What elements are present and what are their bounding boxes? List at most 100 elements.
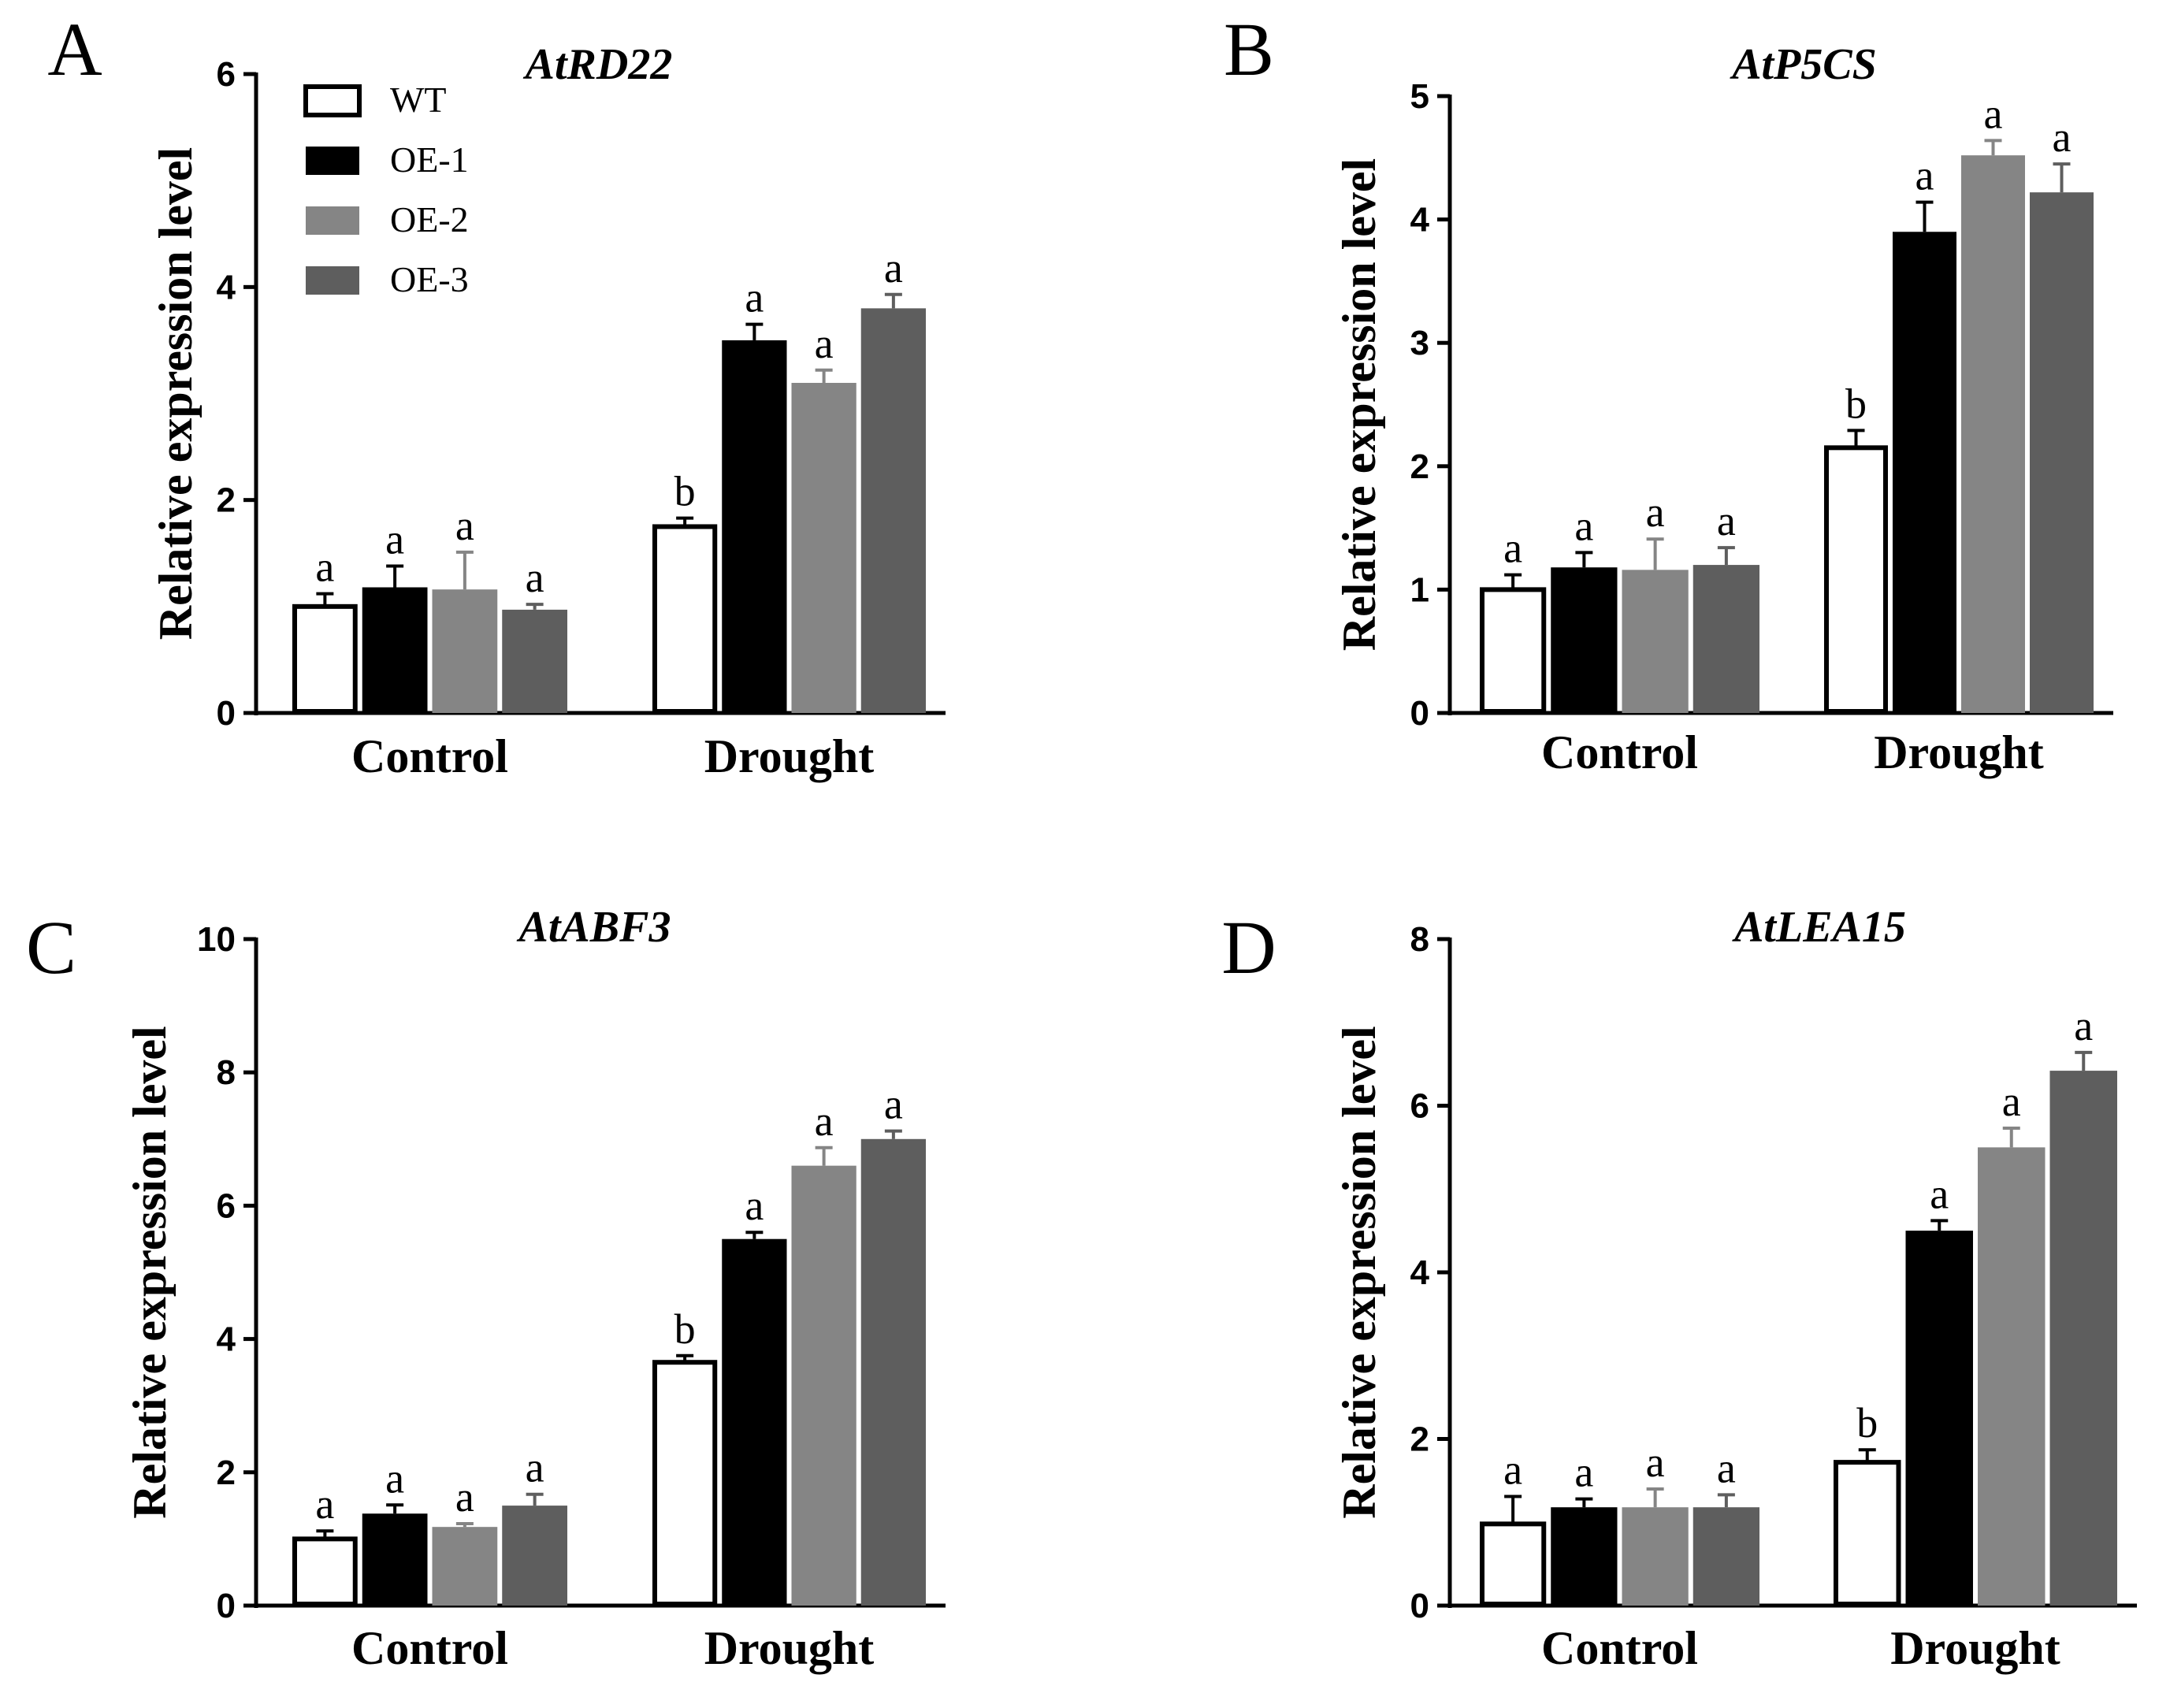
significance-letter: a	[1717, 1444, 1736, 1491]
legend-label: OE-3	[390, 259, 469, 299]
bar-oe-1-drought	[1893, 232, 1956, 713]
x-category-label: Drought	[1890, 1622, 2060, 1674]
legend-swatch	[306, 266, 359, 295]
significance-letter: a	[526, 1444, 544, 1491]
bar-oe-1-control	[1551, 567, 1618, 713]
x-category-label: Control	[351, 730, 508, 782]
bar-wt-control	[1480, 587, 1547, 715]
significance-letter: a	[884, 244, 903, 291]
chart-panel-a: A AtRD22 Relative expression level 0 2 4 6 a a a a…	[47, 7, 946, 782]
y-tick-label: 8	[217, 1053, 236, 1092]
y-axis-label: Relative expression level	[1333, 1026, 1385, 1518]
significance-letter: a	[1717, 497, 1736, 544]
bar-oe-2-drought	[1961, 155, 2025, 714]
y-tick-label: 4	[1410, 201, 1430, 239]
bar-oe-1-drought	[722, 340, 787, 713]
bar-oe-3-control	[502, 1506, 567, 1606]
bar-oe-1-control	[362, 587, 428, 713]
y-tick-label: 0	[217, 694, 236, 733]
x-category-label: Drought	[704, 730, 875, 782]
bar-wt-control	[1480, 1521, 1547, 1606]
legend-swatch	[306, 206, 359, 235]
significance-letter: b	[1856, 1399, 1878, 1446]
significance-letter: b	[674, 468, 696, 515]
bar-oe-2-drought	[791, 1165, 856, 1606]
significance-letter: a	[1646, 488, 1665, 536]
panel-letter: A	[47, 7, 102, 91]
y-tick-label: 0	[217, 1587, 236, 1625]
y-tick-label: 4	[217, 1320, 236, 1359]
y-tick-label: 4	[217, 268, 236, 306]
bar-wt-control	[292, 603, 358, 714]
significance-letter: a	[385, 1454, 404, 1502]
bar-oe-3-control	[1693, 565, 1759, 713]
significance-letter: a	[1984, 90, 2003, 137]
significance-letter: a	[1574, 502, 1593, 549]
y-tick-label: 4	[1410, 1253, 1430, 1292]
significance-letter: a	[815, 320, 834, 367]
x-category-label: Control	[351, 1622, 508, 1674]
significance-letter: a	[455, 1473, 474, 1520]
panel-letter: D	[1221, 905, 1276, 990]
bar-oe-1-control	[362, 1513, 428, 1606]
bar-wt-drought	[652, 524, 718, 714]
significance-letter: a	[526, 554, 544, 601]
chart-title: AtLEA15	[1732, 903, 1906, 952]
bar-wt-control	[292, 1536, 358, 1607]
bar-oe-2-control	[1622, 1507, 1689, 1606]
panel-letter: B	[1224, 7, 1274, 91]
y-tick-label: 2	[217, 1454, 236, 1492]
y-axis-label: Relative expression level	[124, 1026, 176, 1518]
significance-letter: a	[2002, 1078, 2021, 1125]
y-tick-label: 3	[1410, 324, 1429, 362]
significance-letter: a	[315, 1480, 334, 1528]
significance-letter: a	[815, 1097, 834, 1145]
significance-letter: a	[745, 274, 764, 321]
bar-oe-3-drought	[2030, 192, 2094, 713]
y-tick-label: 1	[1410, 570, 1429, 609]
bar-wt-drought	[1824, 445, 1888, 714]
x-category-label: Control	[1541, 1622, 1698, 1674]
bar-oe-2-drought	[791, 382, 856, 713]
bar-oe-2-control	[1622, 570, 1689, 713]
x-category-label: Control	[1541, 726, 1698, 778]
y-tick-label: 0	[1410, 694, 1429, 733]
y-tick-label: 5	[1410, 77, 1429, 116]
bar-oe-1-control	[1551, 1507, 1618, 1606]
bar-oe-2-drought	[1978, 1147, 2046, 1606]
bar-wt-drought	[1834, 1460, 1901, 1606]
significance-letter: a	[1503, 525, 1522, 572]
significance-letter: b	[674, 1305, 696, 1353]
legend: WT OE-1 OE-2 OE-3	[303, 80, 469, 299]
y-tick-label: 2	[1410, 1420, 1429, 1459]
bar-oe-1-drought	[722, 1238, 787, 1606]
bar-oe-3-drought	[860, 1138, 926, 1606]
chart-panel-c: C AtABF3 Relative expression level 0 2 4 6 8 10 a…	[26, 903, 946, 1674]
significance-letter: a	[2053, 113, 2072, 161]
y-tick-label: 6	[1410, 1087, 1429, 1126]
bar-oe-3-control	[1693, 1507, 1759, 1606]
significance-letter: a	[385, 515, 404, 563]
significance-letter: a	[1503, 1446, 1522, 1493]
y-axis-label: Relative expression level	[150, 147, 202, 640]
chart-title: AtRD22	[523, 40, 673, 89]
x-category-label: Drought	[1874, 726, 2044, 778]
legend-label: OE-1	[390, 139, 469, 180]
bar-oe-3-drought	[860, 308, 926, 713]
significance-letter: a	[745, 1182, 764, 1229]
y-tick-label: 6	[217, 1186, 236, 1225]
significance-letter: b	[1845, 380, 1867, 427]
chart-panel-d: D AtLEA15 Relative expression level 0 2 4 6 8 a a…	[1221, 903, 2137, 1674]
significance-letter: a	[315, 544, 334, 591]
y-tick-label: 0	[1410, 1587, 1429, 1625]
y-tick-label: 2	[1410, 447, 1429, 486]
chart-title: AtABF3	[517, 903, 671, 952]
legend-label: WT	[390, 80, 447, 120]
y-axis-label: Relative expression level	[1333, 158, 1385, 651]
y-tick-label: 8	[1410, 920, 1429, 959]
significance-letter: a	[1930, 1170, 1949, 1217]
significance-letter: a	[1574, 1449, 1593, 1496]
significance-letter: a	[1646, 1439, 1665, 1486]
bar-oe-3-drought	[2049, 1071, 2117, 1606]
